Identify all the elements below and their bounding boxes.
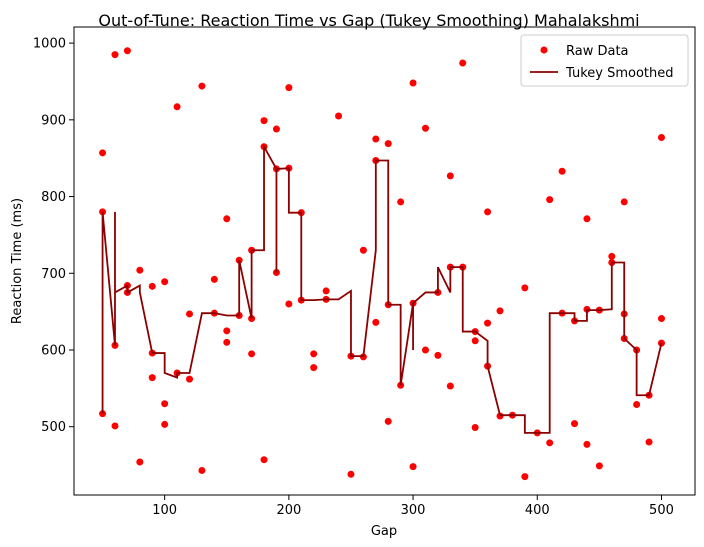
data-point (608, 252, 616, 260)
smoothed-line (101, 143, 663, 434)
legend-box (520, 34, 689, 87)
data-point (285, 300, 293, 308)
data-point (186, 375, 194, 383)
data-point (210, 275, 218, 283)
x-tick-label: 200 (276, 503, 301, 518)
legend-raw-label: Raw Data (566, 44, 629, 59)
data-point (446, 172, 454, 180)
y-tick-label: 500 (41, 420, 66, 435)
data-point (198, 82, 206, 90)
y-tick-label: 900 (41, 113, 66, 128)
x-axis-label: Gap (371, 524, 397, 539)
plot-frame (73, 26, 696, 496)
data-point (223, 327, 231, 335)
data-point (471, 337, 479, 345)
data-point (595, 462, 603, 470)
data-point (372, 318, 380, 326)
data-point (285, 84, 293, 92)
data-point (173, 103, 181, 111)
legend: Raw Data Tukey Smoothed (520, 34, 689, 87)
data-point (657, 315, 665, 323)
data-point (248, 350, 256, 358)
data-point (409, 463, 417, 471)
y-tick-label: 600 (41, 343, 66, 358)
x-tick-label: 100 (152, 503, 177, 518)
x-tick-label: 300 (401, 503, 426, 518)
data-point (459, 59, 467, 67)
data-point (335, 112, 343, 120)
data-point (161, 278, 169, 286)
data-point (546, 439, 554, 447)
data-point (347, 470, 355, 478)
data-point (310, 364, 318, 372)
data-point (496, 307, 504, 315)
data-point (620, 198, 628, 206)
data-point (99, 149, 107, 157)
data-point (384, 417, 392, 425)
data-point (186, 310, 194, 318)
data-point (272, 125, 280, 133)
data-point (359, 246, 367, 254)
data-point (136, 266, 144, 274)
data-point (260, 117, 268, 125)
plot-area (99, 47, 665, 481)
data-point (571, 420, 579, 428)
data-point (521, 473, 529, 481)
chart-title: Out-of-Tune: Reaction Time vs Gap (Tukey… (98, 11, 639, 30)
y-axis-label: Reaction Time (ms) (10, 198, 25, 324)
data-point (223, 215, 231, 223)
data-point (148, 374, 156, 382)
data-point (111, 51, 119, 59)
y-tick-label: 1000 (33, 37, 66, 52)
data-point (521, 284, 529, 292)
data-point (111, 422, 119, 430)
data-point (223, 338, 231, 346)
data-point (397, 198, 405, 206)
data-point (558, 167, 566, 175)
data-point (633, 400, 641, 408)
legend-raw-marker (540, 46, 548, 54)
x-axis: 100 200 300 400 500 (152, 495, 674, 518)
y-axis: 500 600 700 800 900 1000 (33, 37, 74, 435)
data-point (583, 440, 591, 448)
data-point (260, 456, 268, 464)
data-point (546, 196, 554, 204)
data-point (384, 140, 392, 148)
data-point (657, 133, 665, 141)
data-point (123, 47, 131, 55)
data-point (372, 135, 380, 143)
data-point (310, 350, 318, 358)
y-tick-label: 700 (41, 267, 66, 282)
data-point (471, 423, 479, 431)
data-point (645, 438, 653, 446)
data-point (198, 466, 206, 474)
data-point (434, 351, 442, 359)
data-point (409, 79, 417, 87)
y-tick-label: 800 (41, 190, 66, 205)
data-point (148, 282, 156, 290)
data-point (421, 346, 429, 354)
data-point (161, 400, 169, 408)
data-point (161, 420, 169, 428)
data-point (136, 458, 144, 466)
data-point (421, 124, 429, 132)
x-tick-label: 400 (525, 503, 550, 518)
data-point (446, 382, 454, 390)
x-tick-label: 500 (649, 503, 674, 518)
data-point (322, 287, 330, 295)
data-point (583, 215, 591, 223)
data-point (484, 208, 492, 216)
data-point (484, 319, 492, 327)
legend-smoothed-label: Tukey Smoothed (565, 66, 674, 81)
